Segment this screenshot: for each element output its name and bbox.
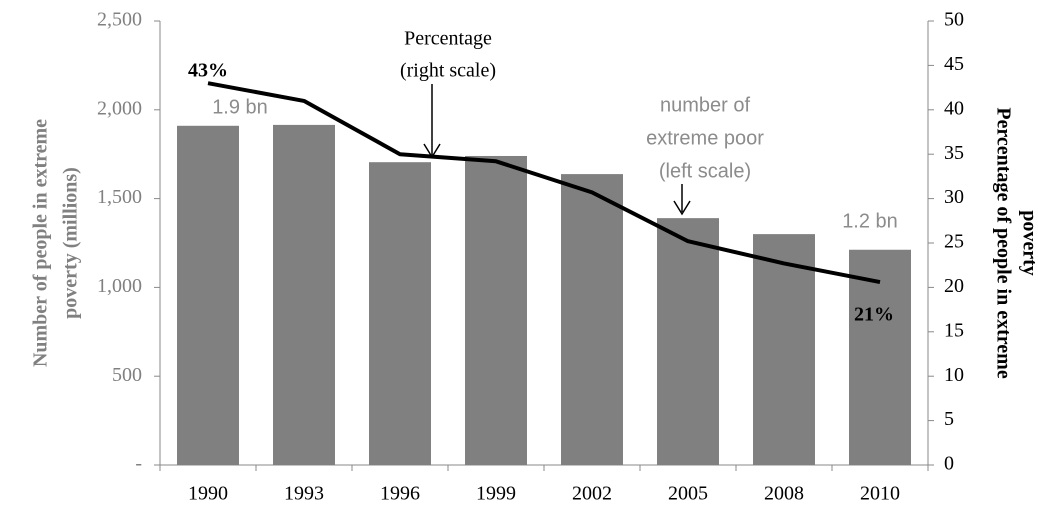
y-tick-label: - xyxy=(135,453,142,475)
arrow-head xyxy=(673,200,691,216)
y-tick-label: 2,500 xyxy=(97,9,142,31)
annotation: extreme poor xyxy=(646,127,764,149)
x-tick-label: 1990 xyxy=(188,483,228,505)
y2-tick-label: 45 xyxy=(944,53,964,75)
y2-axis-title: poverty xyxy=(1018,210,1038,276)
y-tick-label: 2,000 xyxy=(97,97,142,119)
annotation: 1.9 bn xyxy=(212,96,268,118)
bar xyxy=(753,234,815,465)
y2-tick-label: 0 xyxy=(944,453,954,475)
y-axis-title: poverty (millions) xyxy=(60,167,82,319)
annotation: number of xyxy=(660,94,750,116)
y-tick-label: 1,000 xyxy=(97,275,142,297)
y-tick-label: 1,500 xyxy=(97,186,142,208)
bar xyxy=(561,174,623,466)
x-tick-label: 2008 xyxy=(764,483,804,505)
y2-tick-label: 5 xyxy=(944,408,954,430)
y2-tick-label: 40 xyxy=(944,97,964,119)
annotation: (left scale) xyxy=(659,160,751,182)
y2-axis-title: Percentage of people in extreme xyxy=(992,107,1014,379)
bar xyxy=(177,125,239,465)
bar xyxy=(465,155,527,465)
line xyxy=(207,81,881,285)
y2-tick-label: 20 xyxy=(944,275,964,297)
y2-tick-label: 35 xyxy=(944,142,964,164)
bar xyxy=(849,249,911,465)
annotation: 21% xyxy=(854,304,894,326)
y2-tick-label: 30 xyxy=(944,186,964,208)
y2-tick-label: 50 xyxy=(944,9,964,31)
x-tick-label: 2005 xyxy=(668,483,708,505)
y2-tick-label: 10 xyxy=(944,364,964,386)
x-tick-label: 1996 xyxy=(380,483,420,505)
x-tick-label: 2010 xyxy=(860,483,900,505)
y-axis-title: Number of people in extreme xyxy=(30,119,52,367)
x-tick-label: 1999 xyxy=(476,483,516,505)
annotation: 1.2 bn xyxy=(842,210,898,232)
annotation: (right scale) xyxy=(400,60,496,82)
y2-tick-label: 15 xyxy=(944,319,964,341)
y-tick-label: 500 xyxy=(112,364,142,386)
x-tick-label: 1993 xyxy=(284,483,324,505)
x-tick-label: 2002 xyxy=(572,483,612,505)
y2-tick-label: 25 xyxy=(944,231,964,253)
bar xyxy=(273,124,335,466)
bar xyxy=(369,162,431,465)
annotation: Percentage xyxy=(404,28,492,50)
annotation: 43% xyxy=(188,60,228,82)
bar xyxy=(657,218,719,465)
